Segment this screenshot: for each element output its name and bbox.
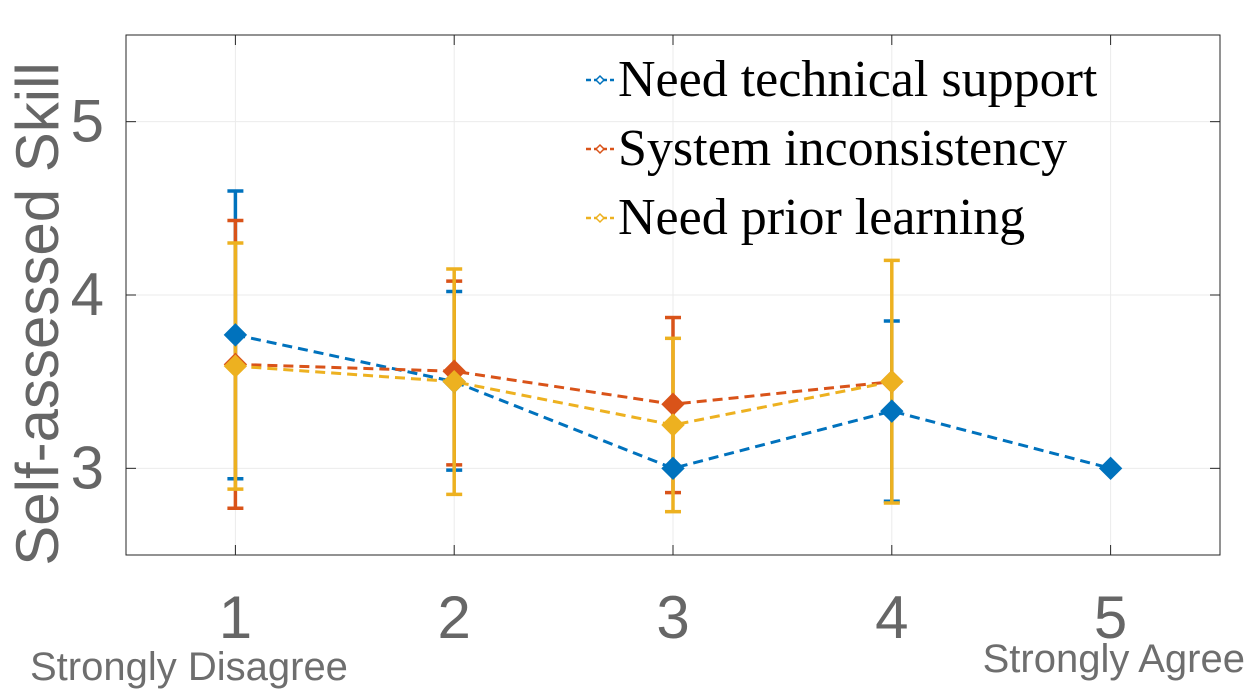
legend-swatch-marker (594, 212, 606, 224)
series-3 (227, 241, 900, 514)
series-2 (227, 218, 892, 510)
tick-labels: 1 2 3 4 5 3 4 5 (71, 88, 1128, 651)
axis-ticks (126, 35, 1220, 555)
x-tick-label: 5 (1094, 584, 1127, 651)
data-point (661, 456, 685, 481)
y-tick-label: 3 (71, 434, 104, 501)
data-point (661, 392, 685, 416)
data-point (880, 369, 904, 394)
series-line (235, 364, 893, 427)
legend-item: Need prior learning (586, 189, 1025, 246)
legend-item: Need technical support (586, 51, 1098, 108)
legend-swatch-marker (594, 74, 606, 86)
data-point (1098, 456, 1123, 481)
data-point (442, 369, 466, 394)
legend: Need technical support System inconsisten… (586, 51, 1098, 246)
data-point (661, 413, 685, 437)
data-point (880, 399, 904, 423)
legend-item: System inconsistency (586, 120, 1067, 177)
legend-label: Need prior learning (618, 189, 1025, 246)
data-point (223, 354, 248, 378)
x-tick-label: 2 (438, 584, 471, 651)
x-tick-label: 1 (219, 584, 252, 651)
series-line (235, 333, 1111, 470)
y-tick-label: 5 (71, 88, 104, 155)
y-tick-label: 4 (71, 261, 104, 328)
x-anchor-label-right: Strongly Agree (983, 637, 1245, 681)
x-anchor-label-left: Strongly Disagree (30, 645, 348, 689)
x-tick-label: 4 (875, 584, 908, 651)
data-point (223, 323, 248, 347)
legend-swatch-marker (594, 143, 606, 155)
legend-label: Need technical support (618, 51, 1098, 108)
x-tick-label: 3 (656, 584, 689, 651)
legend-label: System inconsistency (618, 120, 1067, 177)
series-layer (223, 189, 1123, 514)
series-line (235, 362, 892, 406)
y-axis-label: Self-assessed Skill (4, 62, 71, 566)
